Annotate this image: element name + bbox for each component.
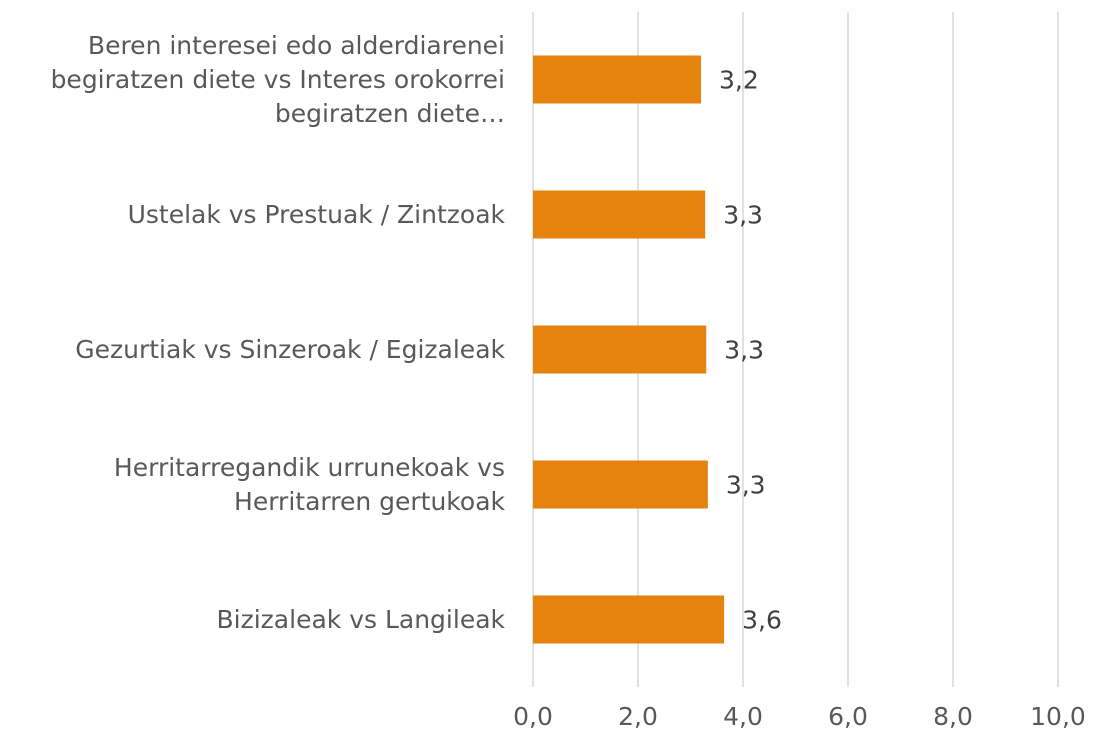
x-tick-label: 4,0 (723, 702, 763, 731)
data-label: 3,2 (719, 66, 759, 95)
x-tick-label: 10,0 (1030, 702, 1086, 731)
y-tick-label: Ustelak vs Prestuak / Zintzoak (127, 199, 505, 229)
x-tick-label: 2,0 (618, 702, 658, 731)
data-label: 3,3 (723, 201, 763, 230)
bar (533, 190, 706, 239)
bar (533, 460, 708, 509)
y-tick-label: Bizizaleak vs Langileak (216, 604, 505, 634)
data-label: 3,3 (724, 336, 764, 365)
data-label: 3,3 (726, 471, 766, 500)
bar (533, 595, 725, 644)
data-label: 3,6 (742, 606, 782, 635)
bar (533, 325, 707, 374)
y-tick-label: Gezurtiak vs Sinzeroak / Egizaleak (75, 334, 505, 364)
x-tick-label: 6,0 (828, 702, 868, 731)
y-tick-label: Beren interesei edo alderdiarenei begira… (50, 30, 505, 128)
x-tick-label: 8,0 (933, 702, 973, 731)
y-tick-label: Herritarregandik urrunekoak vs Herritarr… (113, 452, 505, 516)
bar (533, 55, 701, 104)
x-tick-label: 0,0 (513, 702, 553, 731)
